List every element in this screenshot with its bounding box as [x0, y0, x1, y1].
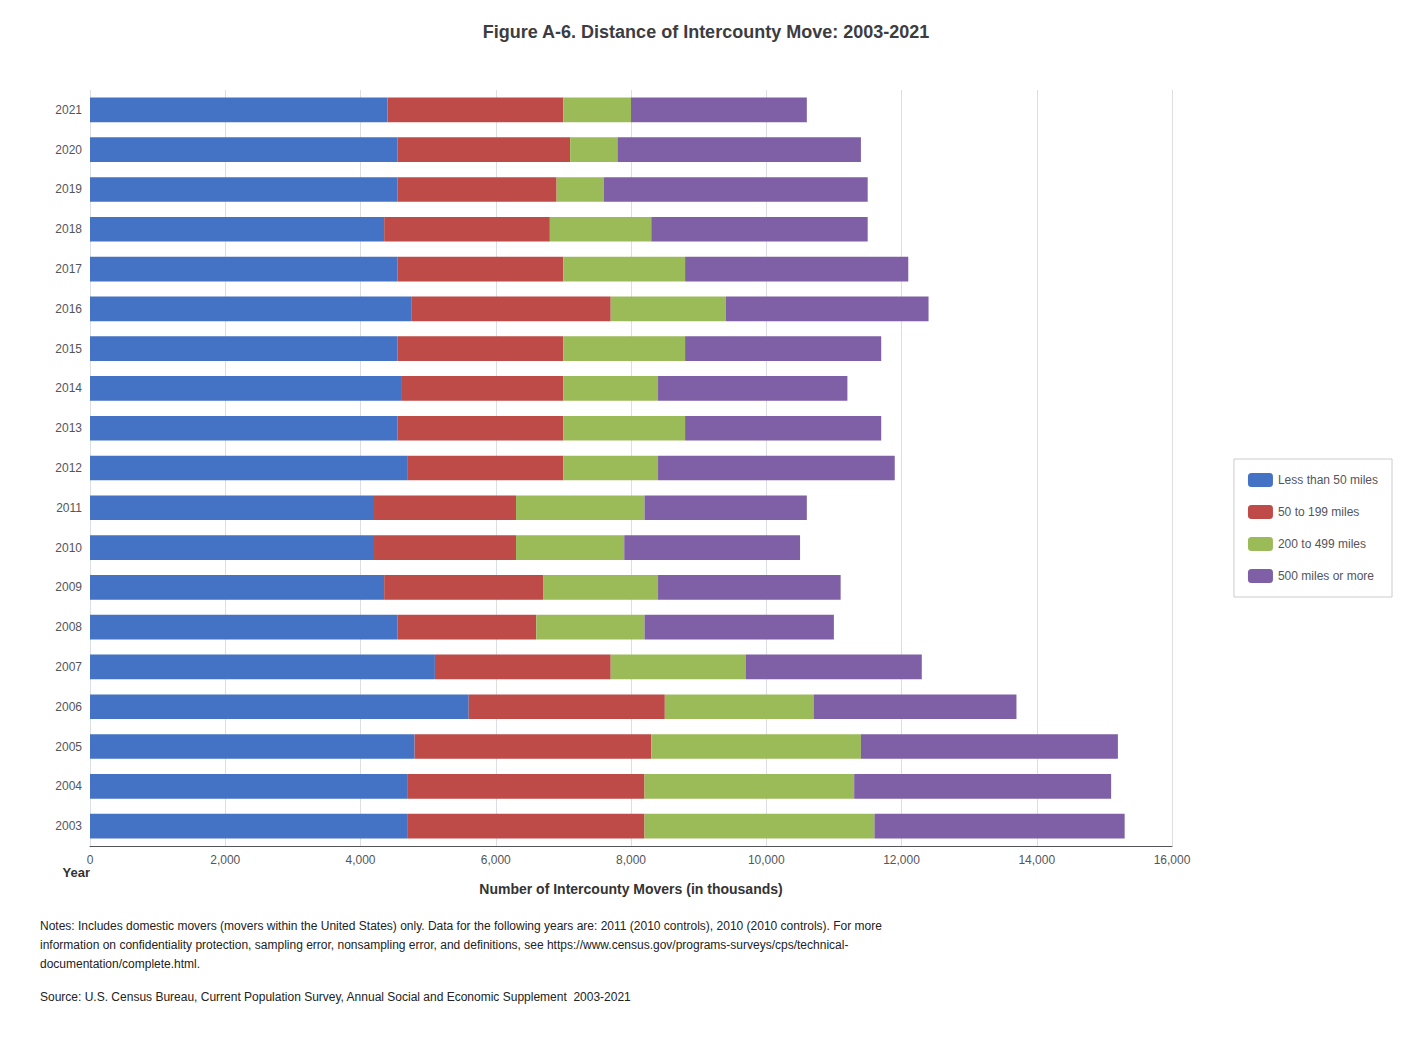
- svg-text:Figure A-6. Distance of Interc: Figure A-6. Distance of Intercounty Move…: [483, 22, 929, 42]
- svg-text:2018: 2018: [55, 222, 82, 236]
- svg-text:50 to 199 miles: 50 to 199 miles: [1278, 505, 1359, 519]
- svg-text:6,000: 6,000: [481, 853, 511, 867]
- svg-text:2019: 2019: [55, 182, 82, 196]
- svg-text:Source: U.S. Census Bureau, Cu: Source: U.S. Census Bureau, Current Popu…: [40, 990, 631, 1004]
- svg-text:Year: Year: [63, 865, 90, 880]
- svg-text:2014: 2014: [55, 381, 82, 395]
- svg-text:2008: 2008: [55, 620, 82, 634]
- svg-text:documentation/complete.html.: documentation/complete.html.: [40, 957, 200, 971]
- svg-text:2015: 2015: [55, 342, 82, 356]
- svg-text:2007: 2007: [55, 660, 82, 674]
- svg-text:2017: 2017: [55, 262, 82, 276]
- svg-text:2,000: 2,000: [210, 853, 240, 867]
- svg-text:2004: 2004: [55, 779, 82, 793]
- svg-text:14,000: 14,000: [1018, 853, 1055, 867]
- svg-text:4,000: 4,000: [345, 853, 375, 867]
- svg-text:10,000: 10,000: [748, 853, 785, 867]
- svg-text:2010: 2010: [55, 541, 82, 555]
- svg-text:16,000: 16,000: [1154, 853, 1191, 867]
- svg-text:Notes: Includes domestic mover: Notes: Includes domestic movers (movers …: [40, 919, 882, 933]
- svg-text:2021: 2021: [55, 103, 82, 117]
- svg-text:8,000: 8,000: [616, 853, 646, 867]
- svg-text:2011: 2011: [56, 501, 82, 515]
- svg-text:2006: 2006: [55, 700, 82, 714]
- svg-text:Number of Intercounty Movers (: Number of Intercounty Movers (in thousan…: [479, 881, 782, 897]
- svg-text:12,000: 12,000: [883, 853, 920, 867]
- svg-text:Less than 50 miles: Less than 50 miles: [1278, 473, 1378, 487]
- svg-text:2009: 2009: [55, 580, 82, 594]
- svg-text:2013: 2013: [55, 421, 82, 435]
- svg-text:2003: 2003: [55, 819, 82, 833]
- svg-text:200 to 499 miles: 200 to 499 miles: [1278, 537, 1366, 551]
- svg-text:0: 0: [87, 853, 94, 867]
- svg-text:2016: 2016: [55, 302, 82, 316]
- svg-text:500 miles or more: 500 miles or more: [1278, 569, 1374, 583]
- svg-text:2020: 2020: [55, 143, 82, 157]
- svg-text:2012: 2012: [55, 461, 82, 475]
- svg-text:2005: 2005: [55, 740, 82, 754]
- svg-text:information on confidentiality: information on confidentiality protectio…: [40, 938, 848, 952]
